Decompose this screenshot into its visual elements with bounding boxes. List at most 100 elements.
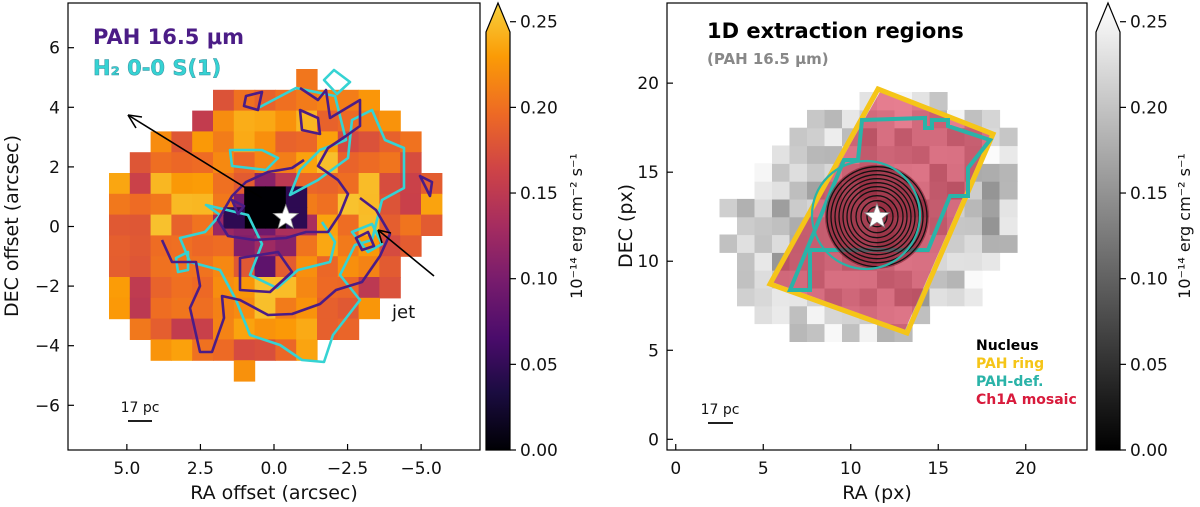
heatmap-pixel [754, 181, 773, 200]
heatmap-pixel [999, 234, 1018, 253]
heatmap-pixel [317, 256, 339, 278]
heatmap-pixel [192, 173, 214, 195]
h2-contour [322, 68, 352, 96]
heatmap-pixel [421, 193, 443, 216]
heatmap-pixel [379, 214, 401, 236]
heatmap-pixel [964, 234, 983, 253]
heatmap-pixel [233, 131, 256, 153]
heatmap-pixel [275, 110, 297, 132]
heatmap-pixel [400, 193, 422, 216]
heatmap-pixel [947, 234, 966, 253]
heatmap-pixel [275, 297, 297, 320]
heatmap-pixel [358, 131, 380, 153]
left-scale-bar-label: 17 pc [121, 400, 160, 416]
heatmap-pixel [233, 152, 256, 174]
heatmap-pixel [358, 235, 380, 257]
heatmap-pixel [109, 173, 131, 195]
heatmap-pixel [171, 277, 193, 299]
heatmap-pixel [296, 69, 318, 91]
heatmap-pixel [999, 163, 1018, 182]
heatmap-pixel [109, 277, 131, 299]
heatmap-pixel [982, 216, 1001, 236]
right-scale-bar-label: 17 pc [701, 402, 740, 418]
nucleus-aperture-ring [838, 178, 916, 256]
left-colorbar: 0.00 0.05 0.10 0.15 0.20 0.25 10⁻¹⁴ erg cm⁻² … [485, 1, 586, 461]
heatmap-pixel [192, 110, 214, 132]
heatmap-pixel [285, 186, 308, 208]
left-colorbar-ticks: 0.00 0.05 0.10 0.15 0.20 0.25 [510, 13, 558, 461]
heatmap-pixel [129, 193, 152, 216]
heatmap-pixel [129, 214, 152, 236]
pah-contour [298, 108, 322, 136]
left-panel: PAH 16.5 μm H₂ 0-0 S(1) jet 17 pc 5.0 2.5… [1, 2, 481, 504]
heatmap-pixel [296, 277, 318, 299]
heatmap-pixel [213, 173, 235, 195]
x-tick-label: 0 [670, 459, 681, 479]
heatmap-pixel [859, 323, 878, 342]
heatmap-pixel [109, 256, 131, 278]
heatmap-pixel [964, 287, 983, 307]
nucleus-aperture-ring [842, 182, 912, 252]
heatmap-pixel [737, 270, 756, 289]
colorbar-tick-label: 0.10 [1130, 270, 1168, 290]
right-x-axis-label: RA (px) [842, 482, 912, 504]
heatmap-pixel [171, 152, 193, 174]
right-subtitle: (PAH 16.5 μm) [707, 50, 829, 68]
y-tick-label: 20 [637, 74, 659, 94]
legend-pah-def-label: PAH-def. [976, 374, 1044, 390]
right-panel: 1D extraction regions (PAH 16.5 μm) Nucl… [615, 2, 1088, 504]
heatmap-pixel [807, 305, 826, 325]
heatmap-pixel [964, 252, 983, 271]
nucleus-aperture-ring [826, 166, 928, 268]
heatmap-pixel [789, 127, 808, 147]
heatmap-pixel [807, 127, 826, 147]
heatmap-pixel [254, 318, 276, 340]
h2-contour [178, 86, 406, 364]
heatmap-pixel [192, 214, 214, 236]
heatmap-pixel [109, 193, 131, 216]
y-tick-label: 4 [49, 98, 60, 118]
heatmap-pixel [379, 152, 401, 174]
heatmap-pixel [789, 323, 808, 342]
heatmap-pixel [233, 235, 256, 257]
heatmap-pixel [171, 339, 193, 361]
heatmap-pixel [337, 256, 360, 278]
heatmap-pixel [275, 235, 297, 257]
heatmap-pixel [109, 214, 131, 236]
nucleus-aperture-ring [850, 190, 904, 244]
pah-contour [216, 86, 362, 242]
heatmap-pixel [317, 193, 339, 216]
x-tick-label: 10 [840, 459, 862, 479]
right-axes: 0 5 10 15 20 0 5 10 15 20 [637, 74, 1036, 479]
heatmap-pixel [233, 110, 256, 132]
heatmap-pixel [275, 318, 297, 340]
colorbar-tick-label: 0.20 [520, 98, 558, 118]
y-tick-label: 2 [49, 158, 60, 178]
heatmap-pixel [807, 323, 826, 342]
heatmap-pixel [754, 234, 773, 253]
x-tick-label: 20 [1015, 459, 1037, 479]
heatmap-pixel [109, 297, 131, 320]
heatmap-pixel [337, 152, 360, 174]
heatmap-pixel [254, 256, 276, 278]
heatmap-pixel [213, 339, 235, 361]
heatmap-pixel [171, 131, 193, 153]
heatmap-pixel [929, 92, 948, 111]
left-x-axis-label: RA offset (arcsec) [190, 482, 358, 504]
right-plot-frame [666, 2, 1088, 451]
heatmap-pixel [772, 198, 791, 218]
x-tick-label: 5.0 [113, 459, 140, 479]
heatmap-pixel [400, 235, 422, 257]
heatmap-pixel [754, 305, 773, 325]
y-tick-label: −6 [35, 396, 60, 416]
legend-pah-ring-label: PAH ring [976, 356, 1044, 372]
heatmap-pixel [400, 152, 422, 174]
left-contours [160, 68, 434, 364]
outflow-arrow [127, 114, 263, 199]
heatmap-pixel [358, 277, 380, 299]
heatmap-pixel [150, 339, 172, 361]
heatmap-pixel [150, 214, 172, 236]
jet-label: jet [391, 302, 415, 323]
heatmap-pixel [337, 193, 360, 216]
heatmap-pixel [317, 173, 339, 195]
